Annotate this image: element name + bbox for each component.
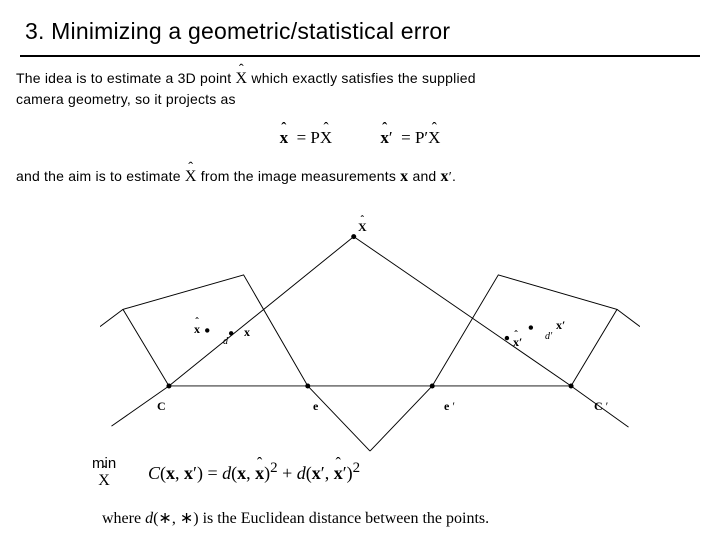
lbl-Cp: C ′	[594, 399, 608, 414]
lbl-C: C	[157, 399, 166, 414]
slide-title: 3. Minimizing a geometric/statistical er…	[25, 18, 450, 45]
edge-ext-6	[617, 309, 640, 326]
pt-x	[229, 331, 233, 335]
pt-xh	[205, 328, 209, 332]
footnote-b: is the Euclidean distance between the po…	[203, 510, 490, 527]
pt-ep	[430, 383, 435, 388]
lbl-xhat: x	[194, 322, 200, 337]
lbl-d: d	[223, 336, 228, 347]
symbol-X-hat-2: X	[185, 168, 197, 185]
lbl-xp: x′	[556, 318, 565, 333]
lbl-x: x	[244, 325, 250, 340]
footnote: where d(∗, ∗) is the Euclidean distance …	[102, 508, 489, 528]
lbl-xphat: x′	[513, 335, 522, 350]
min-operator: min X	[92, 455, 116, 491]
pt-C	[166, 383, 171, 388]
lbl-e: e	[313, 399, 318, 414]
symbol-x: x	[400, 168, 408, 185]
lbl-Xhat: X	[358, 218, 367, 236]
pt-Xhat	[351, 234, 356, 239]
edge-ext-3	[370, 386, 432, 451]
left-image-plane	[123, 275, 308, 386]
edge-ext-5	[100, 309, 123, 326]
paragraph-1: The idea is to estimate a 3D point X whi…	[16, 70, 706, 88]
cost-equation: C(x, x′) = d(x, x)2 + d(x′, x′)2	[148, 460, 360, 484]
stereo-diagram	[100, 220, 640, 460]
footnote-a: where	[102, 510, 145, 527]
symbol-X-hat: X	[235, 70, 247, 87]
pt-Cp	[569, 383, 574, 388]
right-image-plane	[432, 275, 617, 386]
para1-seg-b: which exactly satisfies the supplied	[251, 70, 475, 86]
para1-seg-a: The idea is to estimate a 3D point	[16, 70, 235, 86]
para2-seg-c: and	[412, 168, 440, 184]
para2-seg-a: and the aim is to estimate	[16, 168, 185, 184]
ray-left	[169, 237, 354, 386]
projection-equations: x = PX x′ = P′X	[0, 128, 720, 148]
paragraph-2: and the aim is to estimate X from the im…	[16, 168, 706, 186]
lbl-dp: d′	[545, 331, 552, 342]
pt-xp	[529, 325, 533, 329]
ray-right	[354, 237, 571, 386]
pt-xph	[505, 336, 509, 340]
title-rule	[20, 55, 700, 57]
para2-seg-b: from the image measurements	[201, 168, 400, 184]
paragraph-1-line2: camera geometry, so it projects as	[16, 91, 236, 107]
pt-e	[305, 383, 310, 388]
symbol-x-prime: x	[441, 168, 449, 185]
para2-seg-d: .	[452, 168, 456, 184]
lbl-ep: e ′	[444, 399, 455, 414]
edge-ext-2	[308, 386, 370, 451]
